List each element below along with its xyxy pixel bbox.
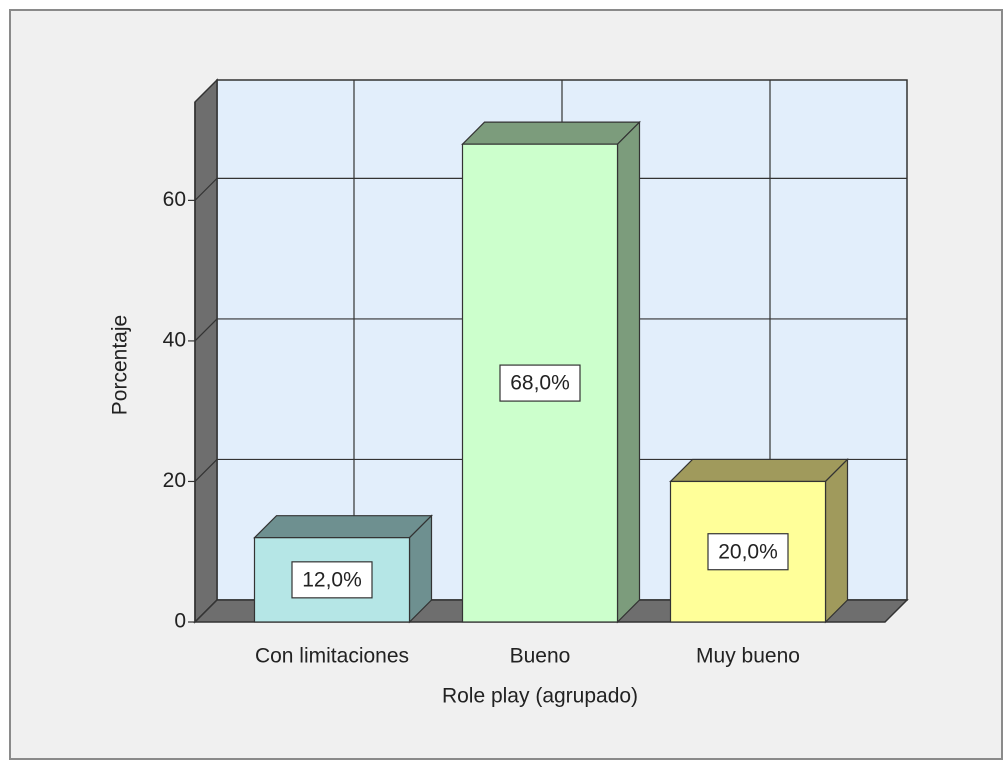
- value-label-box: [707, 533, 789, 571]
- y-tick-label: 20: [163, 469, 186, 492]
- value-label: 12,0%: [302, 568, 362, 591]
- x-tick-label: Con limitaciones: [255, 645, 409, 668]
- side-wall: [194, 78, 218, 624]
- value-label-box: [499, 364, 581, 402]
- value-label: 20,0%: [718, 540, 778, 563]
- bar-top: [253, 515, 433, 539]
- value-label: 68,0%: [510, 372, 570, 395]
- x-tick-label: Muy bueno: [696, 645, 800, 668]
- y-tick-label: 60: [163, 188, 186, 211]
- grid-line-side: [194, 177, 218, 201]
- grid-line-side: [194, 318, 218, 342]
- bar-side: [616, 120, 641, 624]
- y-tick-label: 40: [163, 328, 186, 351]
- x-axis-label: Role play (agrupado): [442, 685, 638, 708]
- y-tick-label: 0: [174, 610, 186, 633]
- value-label-box: [291, 561, 373, 599]
- bar-top: [461, 121, 641, 145]
- bar-side: [824, 458, 849, 624]
- x-tick-label: Bueno: [510, 645, 571, 668]
- bar-top: [669, 458, 849, 483]
- grid-line-side: [194, 459, 218, 482]
- y-axis-label: Porcentaje: [109, 315, 132, 415]
